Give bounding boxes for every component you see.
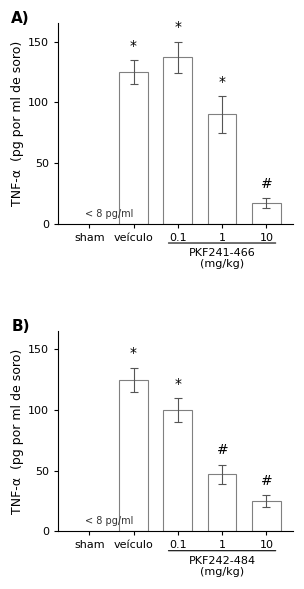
Text: #: # xyxy=(216,444,228,457)
Text: *: * xyxy=(219,75,226,89)
Text: < 8 pg/ml: < 8 pg/ml xyxy=(85,209,133,219)
Text: *: * xyxy=(130,346,137,360)
Text: B): B) xyxy=(11,319,30,334)
Bar xyxy=(119,380,148,531)
Bar xyxy=(252,203,281,224)
Text: *: * xyxy=(174,376,181,391)
Bar xyxy=(164,58,192,224)
Y-axis label: TNF-α  (pg por ml de soro): TNF-α (pg por ml de soro) xyxy=(11,41,24,206)
Text: #: # xyxy=(261,177,272,191)
Bar xyxy=(208,474,237,531)
Text: *: * xyxy=(174,21,181,34)
Text: < 8 pg/ml: < 8 pg/ml xyxy=(85,517,133,527)
Bar xyxy=(164,410,192,531)
Text: PKF242-484
(mg/kg): PKF242-484 (mg/kg) xyxy=(188,555,256,577)
Text: #: # xyxy=(261,474,272,488)
Text: *: * xyxy=(130,39,137,52)
Text: A): A) xyxy=(11,11,30,27)
Bar xyxy=(252,501,281,531)
Text: PKF241-466
(mg/kg): PKF241-466 (mg/kg) xyxy=(189,248,255,269)
Bar xyxy=(208,114,237,224)
Bar xyxy=(119,72,148,224)
Y-axis label: TNF-α  (pg por ml de soro): TNF-α (pg por ml de soro) xyxy=(11,349,24,514)
